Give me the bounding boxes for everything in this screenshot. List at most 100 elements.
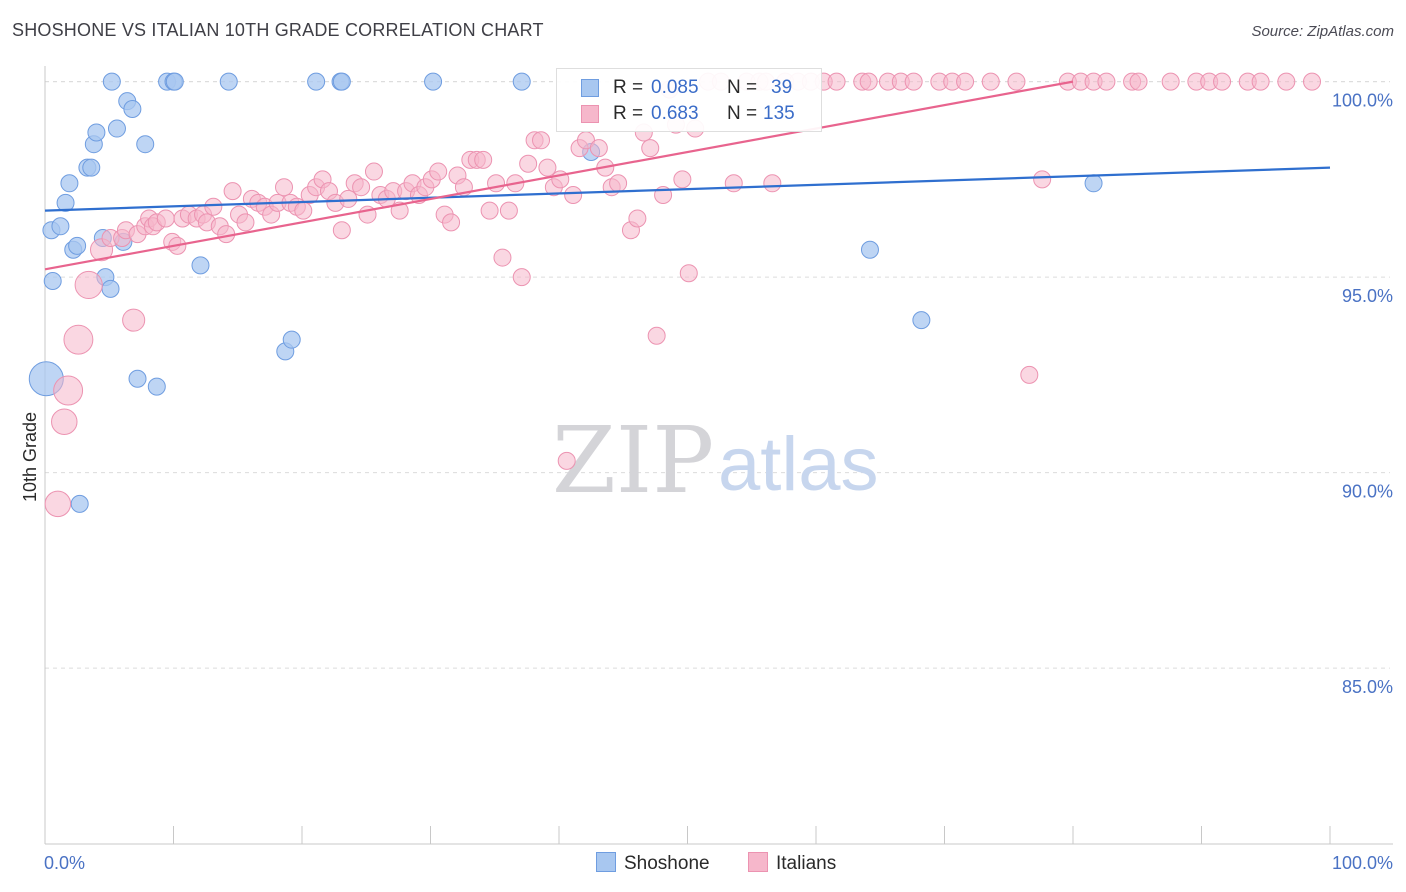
italians-point <box>223 182 242 201</box>
shoshone-point <box>68 236 87 255</box>
x-tick-label: 100.0% <box>1332 853 1393 873</box>
y-tick-label: 95.0% <box>1342 286 1393 306</box>
italians-point <box>1303 72 1322 91</box>
bottom-legend-italians: Italians <box>748 852 836 875</box>
italians-point <box>487 174 506 193</box>
shoshone-point <box>147 377 166 396</box>
italians-point <box>519 154 538 173</box>
legend-n-label: N = <box>727 77 758 98</box>
shoshone-trend-line <box>44 166 1331 212</box>
shoshone-point <box>101 279 120 298</box>
italians-point <box>429 162 448 181</box>
y-tick-label: 85.0% <box>1342 677 1393 697</box>
italians-swatch <box>748 852 768 872</box>
y-tick-label: 90.0% <box>1342 482 1393 502</box>
shoshone-point <box>1084 174 1103 193</box>
shoshone-point <box>191 256 210 275</box>
shoshone-point <box>128 369 147 388</box>
y-tick-label: 100.0% <box>1332 91 1393 111</box>
shoshone-point <box>282 330 301 349</box>
legend-r-value: 0.683 <box>651 103 699 124</box>
italians-point <box>532 131 551 150</box>
italians-point <box>956 72 975 91</box>
italians-point <box>673 170 692 189</box>
italians-point <box>1213 72 1232 91</box>
shoshone-point <box>60 174 79 193</box>
gridlines <box>45 81 1390 669</box>
x-tick-label: 0.0% <box>44 853 85 873</box>
italians-point <box>474 150 493 169</box>
shoshone-point <box>102 72 121 91</box>
source-label: Source: ZipAtlas.com <box>1251 23 1394 40</box>
italians-point <box>339 189 358 208</box>
shoshone-point <box>51 217 70 236</box>
italians-trend-line <box>44 80 1074 271</box>
italians-point <box>1097 72 1116 91</box>
italians-point <box>512 268 531 287</box>
italians-point <box>609 174 628 193</box>
italians-point <box>364 162 383 181</box>
legend-r-value: 0.085 <box>651 77 699 98</box>
italians-point <box>538 158 557 177</box>
y-axis-label: 10th Grade <box>20 412 40 502</box>
shoshone-point <box>219 72 238 91</box>
italians-point <box>74 270 103 300</box>
tick-labels: 100.0% 95.0% 90.0% 85.0% 0.0% 100.0% <box>44 91 1393 873</box>
italians-point <box>442 213 461 232</box>
shoshone-point <box>87 123 106 142</box>
legend-n-label: N = <box>727 103 758 124</box>
italians-point <box>499 201 518 220</box>
italians-point <box>53 375 84 406</box>
italians-point <box>641 139 660 158</box>
italians-point <box>493 248 512 267</box>
watermark-zip: ZIP <box>552 407 714 514</box>
italians-point <box>859 72 878 91</box>
shoshone-point <box>70 494 89 513</box>
italians-points <box>44 72 1322 518</box>
shoshone-point <box>860 240 879 259</box>
italians-point <box>981 72 1000 91</box>
shoshone-point <box>912 311 931 330</box>
italians-point <box>904 72 923 91</box>
italians-point <box>827 72 846 91</box>
legend-r-label: R = <box>613 103 644 124</box>
shoshone-point <box>43 272 62 291</box>
italians-point <box>44 490 72 518</box>
italians-swatch <box>581 105 599 123</box>
italians-point <box>236 213 255 232</box>
italians-point <box>763 174 782 193</box>
legend-n-value: 135 <box>763 103 795 124</box>
italians-point <box>1033 170 1052 189</box>
italians-point <box>294 201 313 220</box>
bottom-legend-shoshone: Shoshone <box>596 852 710 875</box>
italians-point <box>1129 72 1148 91</box>
shoshone-swatch <box>596 852 616 872</box>
shoshone-point <box>512 72 531 91</box>
italians-point <box>51 408 78 436</box>
italians-point <box>1161 72 1180 91</box>
shoshone-point <box>82 158 101 177</box>
legend-n-value: 39 <box>771 77 793 98</box>
watermark-atlas: atlas <box>718 422 879 507</box>
italians-point <box>156 209 175 228</box>
italians-point <box>564 186 583 205</box>
italians-point <box>275 178 294 197</box>
italians-point <box>122 308 146 332</box>
italians-point <box>204 197 223 216</box>
chart-title: SHOSHONE VS ITALIAN 10TH GRADE CORRELATI… <box>12 20 544 40</box>
italians-point <box>647 326 666 345</box>
shoshone-point <box>123 100 142 119</box>
italians-point <box>589 139 608 158</box>
legend-label-shoshone: Shoshone <box>624 853 710 874</box>
shoshone-point <box>56 193 75 212</box>
italians-point <box>1007 72 1026 91</box>
shoshone-point <box>107 119 126 138</box>
shoshone-point <box>424 72 443 91</box>
legend-r-label: R = <box>613 77 644 98</box>
italians-point <box>724 174 743 193</box>
italians-point <box>1251 72 1270 91</box>
shoshone-point <box>165 72 184 91</box>
legend-label-italians: Italians <box>776 853 837 874</box>
shoshone-point <box>307 72 326 91</box>
